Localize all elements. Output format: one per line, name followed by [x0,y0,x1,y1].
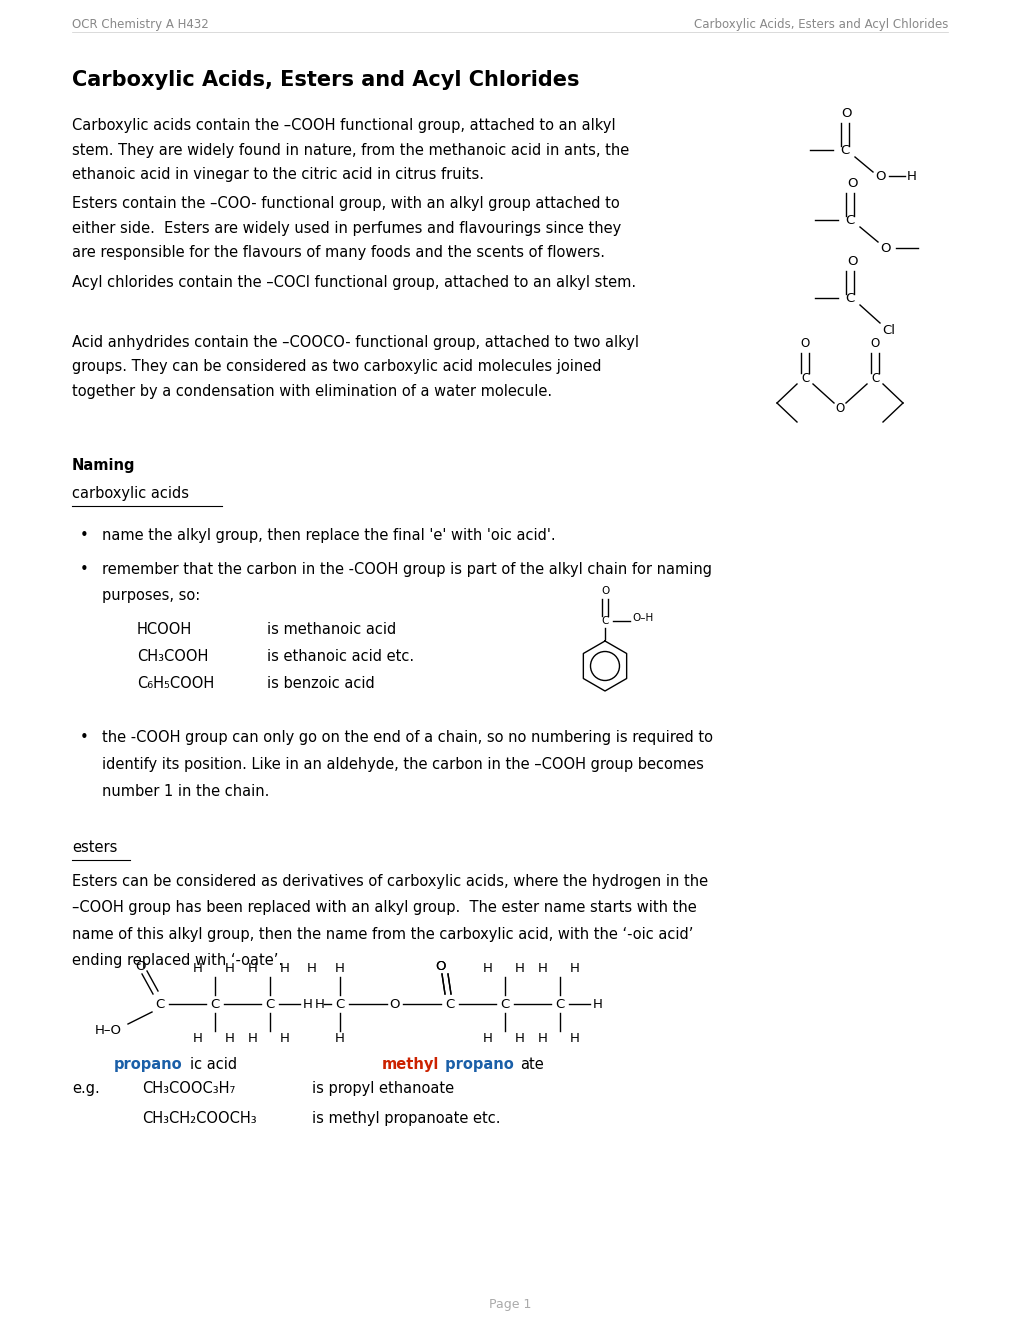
Text: Cl: Cl [881,323,894,337]
Text: H: H [538,962,547,975]
Text: is ethanoic acid etc.: is ethanoic acid etc. [267,649,414,664]
Text: H: H [193,1032,203,1045]
Text: identify its position. Like in an aldehyde, the carbon in the –COOH group become: identify its position. Like in an aldehy… [102,756,703,772]
Text: CH₃CH₂COOCH₃: CH₃CH₂COOCH₃ [142,1111,257,1126]
Text: –COOH group has been replaced with an alkyl group.  The ester name starts with t: –COOH group has been replaced with an al… [72,900,696,916]
Text: H: H [538,1032,547,1045]
Text: H: H [280,962,289,975]
Text: carboxylic acids: carboxylic acids [72,486,189,502]
Text: O: O [434,960,445,973]
Text: CH₃COOC₃H₇: CH₃COOC₃H₇ [142,1081,235,1096]
Text: C: C [870,371,878,384]
Text: H: H [303,998,313,1011]
Text: H: H [315,998,325,1011]
Text: HCOOH: HCOOH [137,622,192,638]
Text: remember that the carbon in the -COOH group is part of the alkyl chain for namin: remember that the carbon in the -COOH gr… [102,562,711,577]
Text: Carboxylic acids contain the –COOH functional group, attached to an alkyl: Carboxylic acids contain the –COOH funct… [72,117,615,133]
Text: •: • [79,730,89,744]
Text: Esters can be considered as derivatives of carboxylic acids, where the hydrogen : Esters can be considered as derivatives … [72,874,707,888]
Text: esters: esters [72,840,117,855]
Text: H: H [193,962,203,975]
Text: Naming: Naming [72,458,136,473]
Text: C₆H₅COOH: C₆H₅COOH [137,676,214,690]
Text: Carboxylic Acids, Esters and Acyl Chlorides: Carboxylic Acids, Esters and Acyl Chlori… [72,70,579,90]
Text: Esters contain the –COO- functional group, with an alkyl group attached to: Esters contain the –COO- functional grou… [72,195,620,211]
Text: H: H [592,998,602,1011]
Text: C: C [210,998,219,1011]
Text: name of this alkyl group, then the name from the carboxylic acid, with the ‘-oic: name of this alkyl group, then the name … [72,927,693,942]
Text: O: O [135,960,145,973]
Text: H: H [248,1032,258,1045]
Text: name the alkyl group, then replace the final 'e' with 'oic acid'.: name the alkyl group, then replace the f… [102,528,555,543]
Text: Carboxylic Acids, Esters and Acyl Chlorides: Carboxylic Acids, Esters and Acyl Chlori… [693,18,947,30]
Text: O: O [800,337,809,350]
Text: C: C [845,292,854,305]
Text: O: O [835,401,844,414]
Text: together by a condensation with elimination of a water molecule.: together by a condensation with eliminat… [72,384,551,399]
Text: number 1 in the chain.: number 1 in the chain. [102,784,269,799]
Text: C: C [445,998,454,1011]
Text: C: C [554,998,565,1011]
Text: methyl: methyl [382,1057,439,1072]
Text: is benzoic acid: is benzoic acid [267,676,374,690]
Text: H: H [334,1032,344,1045]
Text: C: C [335,998,344,1011]
Text: H: H [570,962,580,975]
Text: H: H [515,962,525,975]
Text: O: O [869,337,878,350]
Text: O: O [434,960,445,973]
Text: H: H [515,1032,525,1045]
Text: OCR Chemistry A H432: OCR Chemistry A H432 [72,18,209,30]
Text: O: O [874,169,884,182]
Text: H: H [906,169,916,182]
Text: is propyl ethanoate: is propyl ethanoate [312,1081,453,1096]
Text: H: H [307,962,317,975]
Text: H: H [483,1032,492,1045]
Text: O: O [600,586,608,597]
Text: H: H [225,962,234,975]
Text: C: C [845,214,854,227]
Text: C: C [800,371,808,384]
Text: H: H [334,962,344,975]
Text: O: O [389,998,399,1011]
Text: O: O [879,242,890,255]
Text: C: C [500,998,510,1011]
Text: Page 1: Page 1 [488,1298,531,1311]
Text: •: • [79,562,89,577]
Text: the -COOH group can only go on the end of a chain, so no numbering is required t: the -COOH group can only go on the end o… [102,730,712,744]
Text: is methanoic acid: is methanoic acid [267,622,395,638]
Text: C: C [601,616,608,626]
Text: Acid anhydrides contain the –COOCO- functional group, attached to two alkyl: Acid anhydrides contain the –COOCO- func… [72,335,638,350]
Text: propano: propano [439,1057,514,1072]
Text: either side.  Esters are widely used in perfumes and flavourings since they: either side. Esters are widely used in p… [72,220,621,235]
Text: H: H [280,1032,289,1045]
Text: O: O [846,177,856,190]
Text: ate: ate [520,1057,543,1072]
Text: C: C [155,998,164,1011]
Text: groups. They can be considered as two carboxylic acid molecules joined: groups. They can be considered as two ca… [72,359,601,375]
Text: ending replaced with ‘-oate’.: ending replaced with ‘-oate’. [72,953,283,969]
Text: O–H: O–H [632,612,652,623]
Text: stem. They are widely found in nature, from the methanoic acid in ants, the: stem. They are widely found in nature, f… [72,143,629,157]
Text: ethanoic acid in vinegar to the citric acid in citrus fruits.: ethanoic acid in vinegar to the citric a… [72,168,484,182]
Text: H: H [483,962,492,975]
Text: O: O [846,255,856,268]
Text: H: H [225,1032,234,1045]
Text: is methyl propanoate etc.: is methyl propanoate etc. [312,1111,500,1126]
Text: ic acid: ic acid [190,1057,236,1072]
Text: CH₃COOH: CH₃COOH [137,649,208,664]
Text: C: C [840,144,849,157]
Text: Acyl chlorides contain the –COCl functional group, attached to an alkyl stem.: Acyl chlorides contain the –COCl functio… [72,275,636,290]
Text: e.g.: e.g. [72,1081,100,1096]
Text: propano: propano [114,1057,182,1072]
Text: purposes, so:: purposes, so: [102,587,200,603]
Text: H: H [570,1032,580,1045]
Text: C: C [265,998,274,1011]
Text: •: • [79,528,89,543]
Text: are responsible for the flavours of many foods and the scents of flowers.: are responsible for the flavours of many… [72,246,604,260]
Text: H–O: H–O [95,1024,121,1038]
Text: H: H [248,962,258,975]
Text: O: O [841,107,852,120]
